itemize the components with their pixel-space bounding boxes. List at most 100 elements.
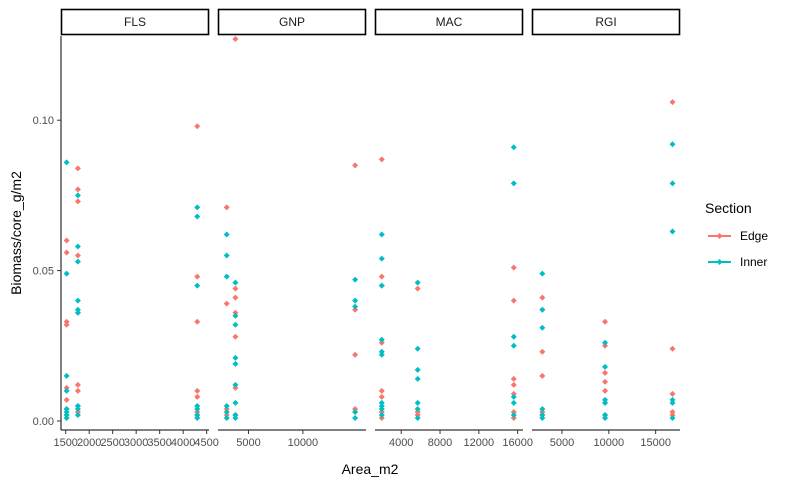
data-point-inner <box>74 405 81 412</box>
data-point-inner <box>223 273 230 280</box>
x-axis-title: Area_m2 <box>342 461 399 477</box>
data-point-edge <box>74 408 81 415</box>
x-tick-label: 1500 <box>53 437 77 449</box>
data-point-edge <box>223 411 230 418</box>
data-point-edge <box>352 162 359 169</box>
facet-strip-mac <box>374 8 524 36</box>
data-point-inner <box>378 411 385 418</box>
data-point-edge <box>378 273 385 280</box>
data-point-edge <box>378 339 385 346</box>
data-point-inner <box>378 402 385 409</box>
data-point-edge <box>510 414 517 421</box>
data-point-edge <box>510 375 517 382</box>
data-point-edge <box>223 405 230 412</box>
data-point-inner <box>63 372 70 379</box>
data-point-edge <box>602 318 609 325</box>
data-point-edge <box>63 249 70 256</box>
data-point-edge <box>232 333 239 340</box>
data-point-edge <box>74 165 81 172</box>
data-point-inner <box>378 351 385 358</box>
data-point-edge <box>602 369 609 376</box>
y-tick-label: 0.10 <box>33 115 54 127</box>
data-point-edge <box>510 381 517 388</box>
data-point-edge <box>194 387 201 394</box>
data-point-inner <box>223 414 230 421</box>
data-point-inner <box>74 411 81 418</box>
data-point-edge <box>378 387 385 394</box>
data-point-inner <box>378 348 385 355</box>
x-tick-label: 3500 <box>147 437 171 449</box>
data-point-edge <box>669 99 676 106</box>
facet-strip-rgi <box>531 8 681 36</box>
x-tick-label: 4000 <box>389 437 413 449</box>
x-tick-label: 16000 <box>502 437 533 449</box>
data-point-inner <box>232 360 239 367</box>
data-point-inner <box>539 411 546 418</box>
data-point-inner <box>74 297 81 304</box>
data-point-inner <box>194 402 201 409</box>
data-point-inner <box>63 159 70 166</box>
x-tick-label: 3000 <box>124 437 148 449</box>
data-point-edge <box>669 345 676 352</box>
data-point-inner <box>74 192 81 199</box>
data-point-edge <box>74 252 81 259</box>
data-point-inner <box>232 354 239 361</box>
data-point-edge <box>414 285 421 292</box>
legend-key-marker <box>716 259 723 265</box>
data-point-inner <box>352 408 359 415</box>
data-point-edge <box>378 393 385 400</box>
data-point-inner <box>414 375 421 382</box>
data-point-edge <box>194 408 201 415</box>
data-point-edge <box>232 285 239 292</box>
data-point-inner <box>414 279 421 286</box>
data-point-inner <box>232 312 239 319</box>
data-point-edge <box>378 414 385 421</box>
data-point-edge <box>194 273 201 280</box>
data-point-edge <box>63 321 70 328</box>
x-tick-label: 5000 <box>550 437 574 449</box>
data-point-edge <box>414 408 421 415</box>
data-point-inner <box>194 204 201 211</box>
data-point-inner <box>63 408 70 415</box>
data-point-inner <box>232 399 239 406</box>
data-point-edge <box>63 237 70 244</box>
data-point-inner <box>602 363 609 370</box>
data-point-inner <box>669 399 676 406</box>
data-point-edge <box>602 342 609 349</box>
data-point-inner <box>63 387 70 394</box>
data-point-inner <box>602 414 609 421</box>
data-point-inner <box>194 213 201 220</box>
data-point-edge <box>669 411 676 418</box>
facet-strip-label: RGI <box>595 15 616 29</box>
data-point-inner <box>223 231 230 238</box>
data-point-edge <box>352 306 359 313</box>
x-tick-label: 4000 <box>171 437 195 449</box>
data-point-inner <box>602 339 609 346</box>
data-point-edge <box>510 297 517 304</box>
data-point-edge <box>602 378 609 385</box>
data-point-edge <box>539 348 546 355</box>
data-point-edge <box>194 393 201 400</box>
data-point-edge <box>539 294 546 301</box>
data-point-inner <box>510 393 517 400</box>
data-point-edge <box>74 198 81 205</box>
data-point-edge <box>510 390 517 397</box>
data-point-edge <box>352 351 359 358</box>
data-point-inner <box>378 336 385 343</box>
data-point-inner <box>510 144 517 151</box>
x-tick-label: 2000 <box>77 437 101 449</box>
facet-strip-label: GNP <box>279 15 305 29</box>
x-tick-label: 10000 <box>594 437 625 449</box>
data-point-inner <box>74 258 81 265</box>
data-point-inner <box>539 306 546 313</box>
data-point-inner <box>414 366 421 373</box>
data-point-inner <box>602 396 609 403</box>
data-point-inner <box>232 411 239 418</box>
y-axis-title: Biomass/core_g/m2 <box>8 171 24 295</box>
data-point-edge <box>194 318 201 325</box>
data-point-inner <box>378 405 385 412</box>
data-point-inner <box>669 228 676 235</box>
x-tick-label: 15000 <box>640 437 671 449</box>
data-point-inner <box>414 414 421 421</box>
data-point-edge <box>669 408 676 415</box>
